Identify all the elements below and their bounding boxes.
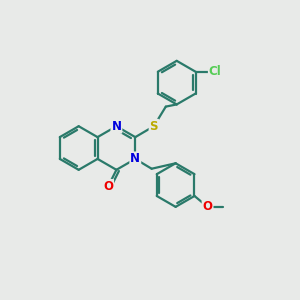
Text: O: O [103, 180, 113, 193]
Text: N: N [130, 152, 140, 165]
Text: N: N [111, 120, 122, 133]
Text: Cl: Cl [209, 65, 222, 78]
Text: S: S [150, 120, 158, 133]
Text: O: O [202, 200, 213, 213]
